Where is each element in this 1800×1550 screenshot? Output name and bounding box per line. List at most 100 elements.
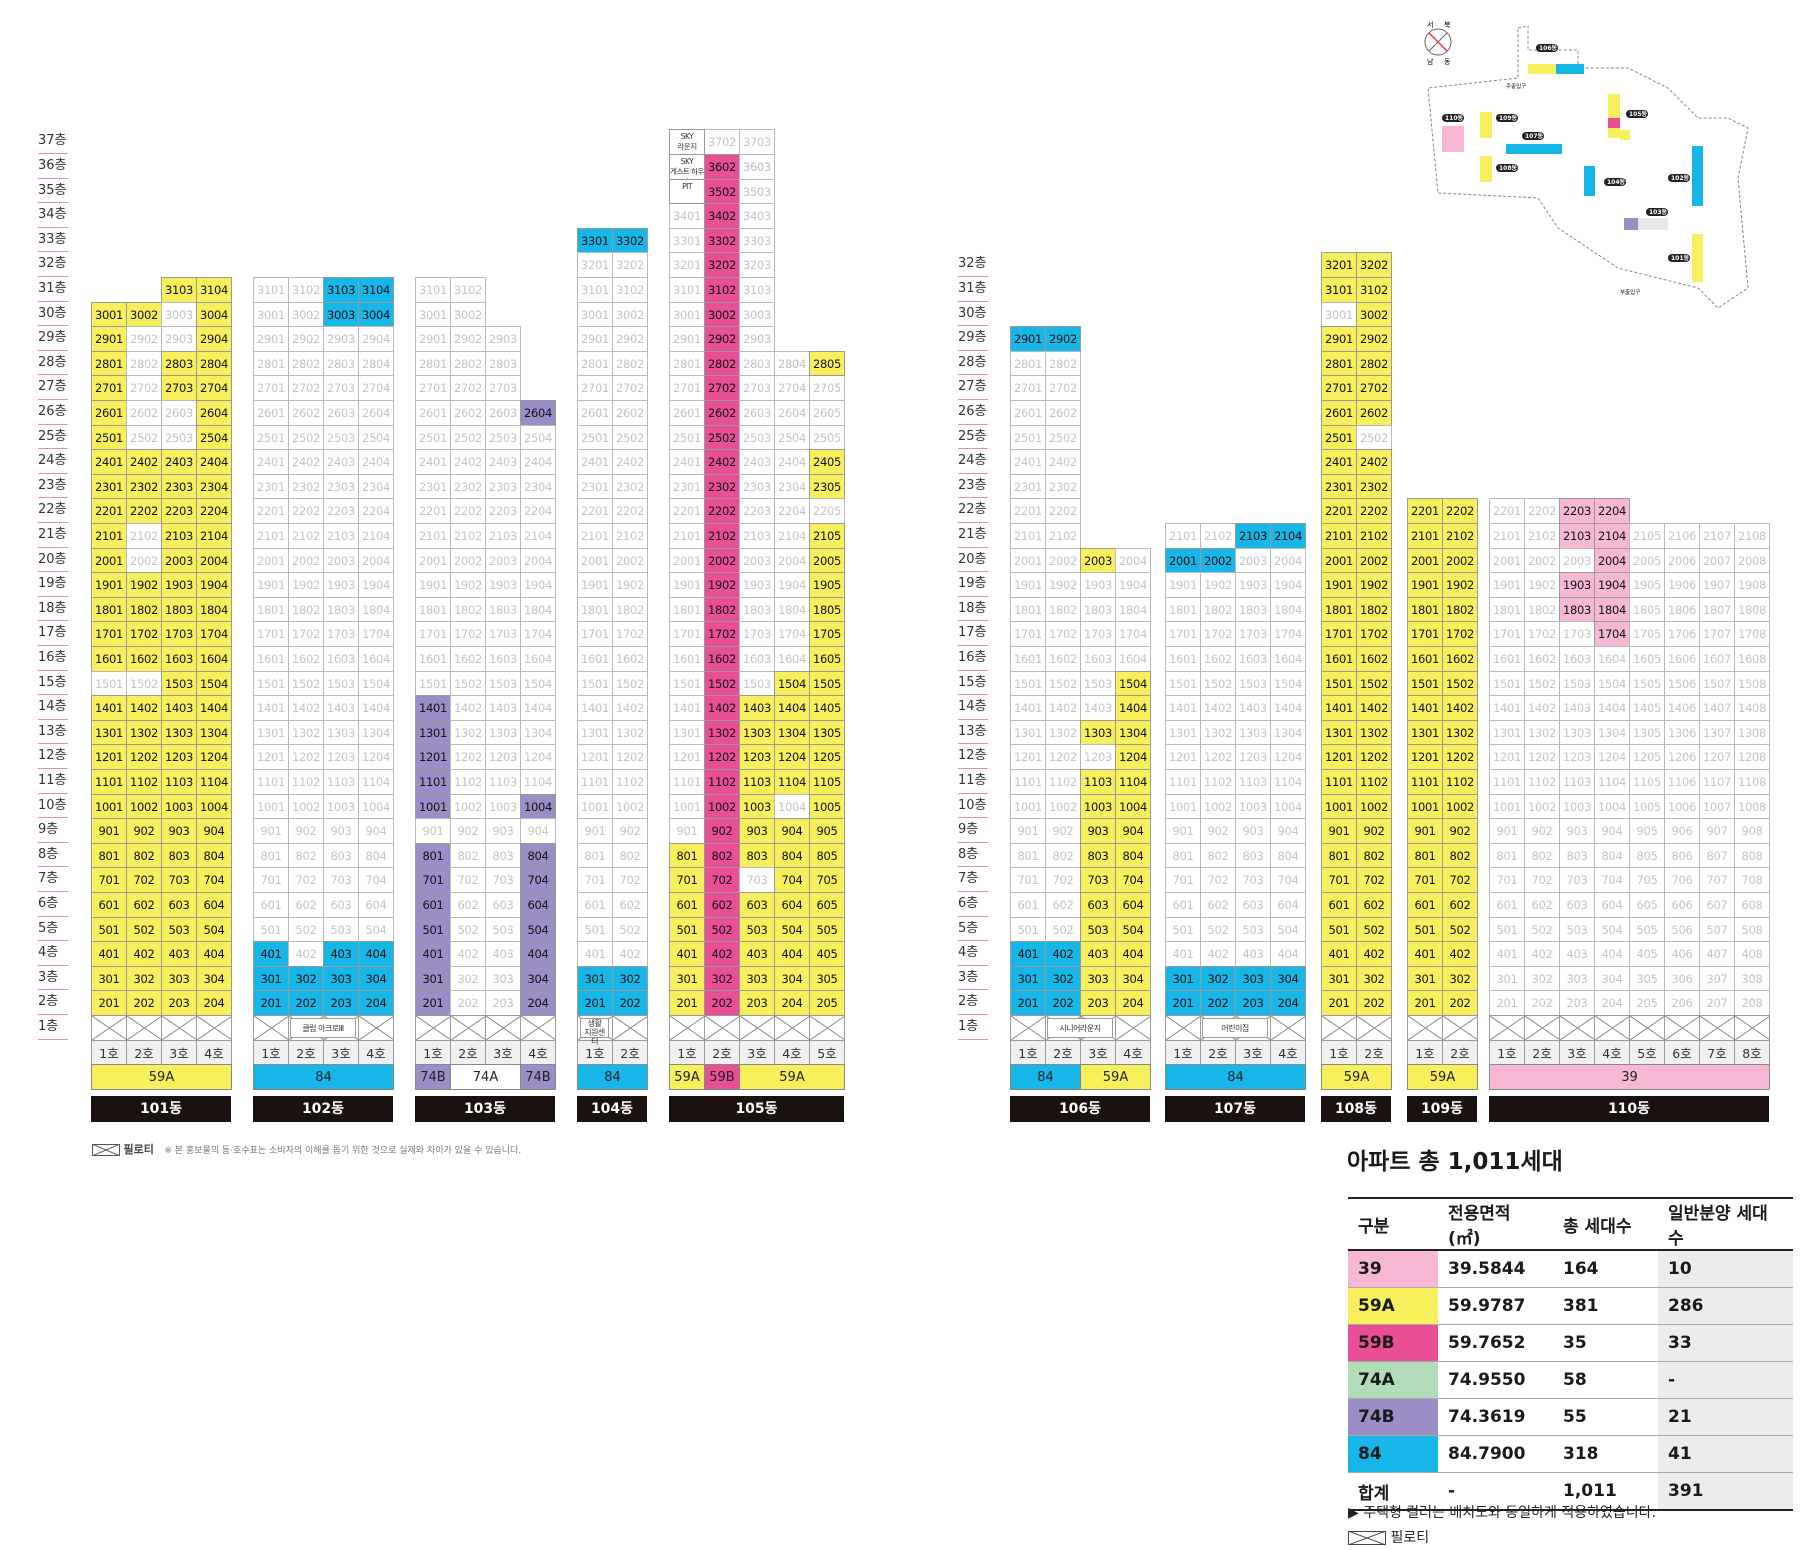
unit-cell: 1004 (774, 793, 810, 820)
unit-cell: 1903 (161, 572, 197, 598)
unit-cell: 1105 (809, 769, 845, 795)
unit-cell: 2503 (739, 424, 775, 451)
unit-cell: 201 (1489, 990, 1525, 1016)
unit-cell: 401 (1010, 941, 1046, 967)
unit-cell: 1802 (1524, 596, 1560, 623)
unit-cell: 1803 (739, 596, 775, 623)
unit-cell: 802 (1442, 842, 1478, 869)
unit-cell: 1901 (577, 572, 613, 598)
unit-cell: 3101 (1321, 277, 1357, 303)
floor-label: 27층 (958, 379, 987, 395)
unit-cell: 1601 (1407, 646, 1443, 672)
floor-label-underline (958, 915, 988, 917)
unit-cell: 1904 (196, 572, 232, 598)
unit-cell: 1504 (1115, 670, 1151, 697)
unit-cell: 2602 (288, 400, 324, 426)
compass-icon (1424, 28, 1452, 56)
unit-cell: 308 (1734, 965, 1770, 992)
unit-type-label: 59A (669, 1064, 705, 1090)
unit-cell: 903 (1235, 818, 1271, 844)
unit-cell: 1502 (450, 670, 486, 697)
unit-cell: 602 (704, 892, 740, 918)
unit-cell: 304 (196, 965, 232, 992)
unit-cell: 2104 (196, 523, 232, 549)
unit-cell: 1407 (1699, 695, 1735, 721)
unit-cell: 303 (1080, 965, 1116, 992)
unit-cell: 1701 (1489, 621, 1525, 647)
unit-cell: 2803 (739, 350, 775, 377)
unit-cell: 1604 (1115, 646, 1151, 672)
pilotis-icon (1525, 1015, 1559, 1040)
unit-cell: 1904 (1115, 572, 1151, 598)
unit-cell: 2501 (1321, 424, 1357, 451)
unit-cell: 1004 (358, 793, 394, 820)
ho-label: 1호 (1321, 1039, 1357, 1066)
unit-cell: 2303 (739, 473, 775, 500)
unit-cell: 604 (1115, 892, 1151, 918)
unit-cell: 902 (450, 818, 486, 844)
unit-cell: 401 (1407, 941, 1443, 967)
unit-cell: 1803 (1559, 596, 1595, 623)
unit-cell: 1902 (1442, 572, 1478, 598)
unit-cell: 1705 (1629, 621, 1665, 647)
unit-cell: 1102 (126, 769, 162, 795)
unit-cell: 803 (1080, 842, 1116, 869)
unit-cell: 2901 (669, 326, 705, 352)
building-110-block (1442, 126, 1464, 152)
unit-cell: 1201 (1010, 744, 1046, 770)
unit-cell: 602 (1524, 892, 1560, 918)
unit-cell: 802 (704, 842, 740, 869)
unit-cell: 501 (669, 916, 705, 943)
unit-cell: 2801 (577, 350, 613, 377)
unit-cell: 1401 (1321, 695, 1357, 721)
floor-label: 17층 (958, 625, 987, 641)
unit-cell: 1205 (1629, 744, 1665, 770)
unit-cell: 902 (1442, 818, 1478, 844)
unit-cell: 3002 (288, 301, 324, 328)
ho-label: 3호 (485, 1039, 521, 1066)
header-area: 전용면적(㎡) (1438, 1197, 1553, 1251)
unit-cell: 2605 (809, 400, 845, 426)
unit-cell: 1203 (739, 744, 775, 770)
unit-cell: 303 (1235, 965, 1271, 992)
unit-cell: 2105 (809, 523, 845, 549)
unit-cell: 902 (1524, 818, 1560, 844)
unit-cell: 1005 (809, 793, 845, 820)
unit-cell: 801 (415, 842, 451, 869)
unit-cell: 603 (1080, 892, 1116, 918)
unit-cell: 1306 (1664, 719, 1700, 746)
unit-cell: 3403 (739, 203, 775, 229)
unit-cell: 1002 (1356, 793, 1392, 820)
unit-cell: 1901 (253, 572, 289, 598)
unit-cell: 1602 (450, 646, 486, 672)
unit-cell: 2302 (126, 473, 162, 500)
unit-cell: 1504 (520, 670, 556, 697)
unit-cell: 1303 (1559, 719, 1595, 746)
unit-cell: 1502 (612, 670, 648, 697)
floor-label: 10층 (958, 797, 987, 813)
unit-cell: 3503 (739, 178, 775, 205)
unit-cell: 1303 (161, 719, 197, 746)
summary-cell-general: 10 (1658, 1250, 1793, 1288)
unit-cell: 701 (1010, 867, 1046, 893)
unit-cell: 803 (1235, 842, 1271, 869)
unit-cell: 1904 (774, 572, 810, 598)
summary-row: 39 39.5844 164 10 (1348, 1250, 1793, 1288)
floor-label-underline (38, 153, 68, 154)
unit-cell: 2203 (485, 498, 521, 524)
unit-cell: 901 (415, 818, 451, 844)
unit-cell: 803 (323, 842, 359, 869)
unit-cell: 802 (1524, 842, 1560, 869)
unit-cell: 2104 (774, 523, 810, 549)
unit-cell: 2401 (91, 449, 127, 475)
unit-cell: 1004 (520, 793, 556, 820)
summary-cell-type: 39 (1348, 1250, 1438, 1288)
summary-cell-type: 74A (1348, 1361, 1438, 1399)
pilotis-cell (1270, 1015, 1306, 1041)
ho-label: 4호 (520, 1039, 556, 1066)
unit-cell: 2401 (577, 449, 613, 475)
ho-label: 3호 (1559, 1039, 1595, 1066)
unit-cell: 2202 (1442, 498, 1478, 524)
unit-cell: 1503 (1080, 670, 1116, 697)
unit-cell: 3202 (704, 252, 740, 278)
